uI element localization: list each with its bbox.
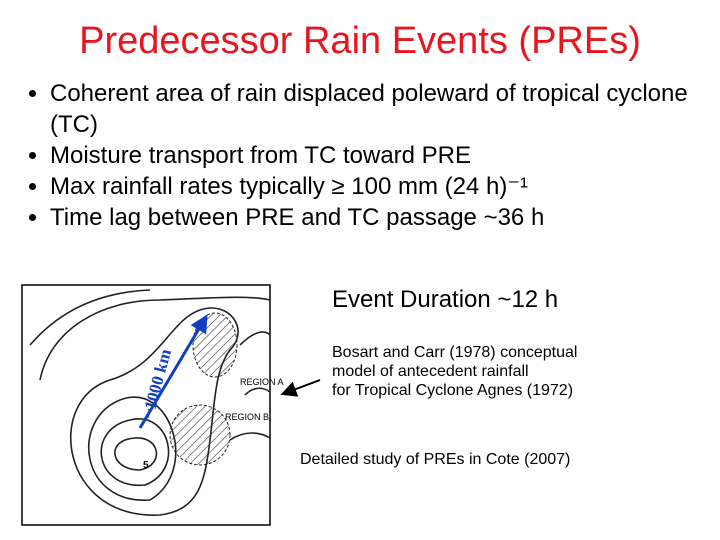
region-label: REGION B	[225, 412, 269, 422]
distance-label: ~1000 km	[138, 347, 175, 420]
caption-line: for Tropical Cyclone Agnes (1972)	[332, 382, 574, 399]
caption: Bosart and Carr (1978) conceptual model …	[332, 343, 577, 400]
slide-title: Predecessor Rain Events (PREs)	[79, 20, 641, 62]
figure-frame	[21, 284, 271, 526]
distance-arrow	[138, 314, 208, 429]
bullet: Time lag between PRE and TC passage ~36 …	[50, 202, 720, 233]
bullet: Moisture transport from TC toward PRE	[50, 140, 720, 171]
bullet-list: Coherent area of rain displaced poleward…	[20, 78, 720, 233]
hatched-region	[169, 404, 231, 466]
region-label: REGION A	[240, 377, 284, 387]
center-label: 5	[143, 460, 149, 471]
pointer-arrow	[280, 379, 321, 397]
reference: Detailed study of PREs in Cote (2007)	[300, 451, 571, 468]
hatched-region	[192, 312, 238, 378]
caption-line: model of antecedent rainfall	[332, 363, 529, 380]
caption-line: Bosart and Carr (1978) conceptual	[332, 344, 578, 361]
bullet: Coherent area of rain displaced poleward…	[50, 78, 720, 140]
bullet: Max rainfall rates typically ≥ 100 mm (2…	[50, 171, 720, 202]
event-duration: Event Duration ~12 h	[332, 286, 559, 313]
